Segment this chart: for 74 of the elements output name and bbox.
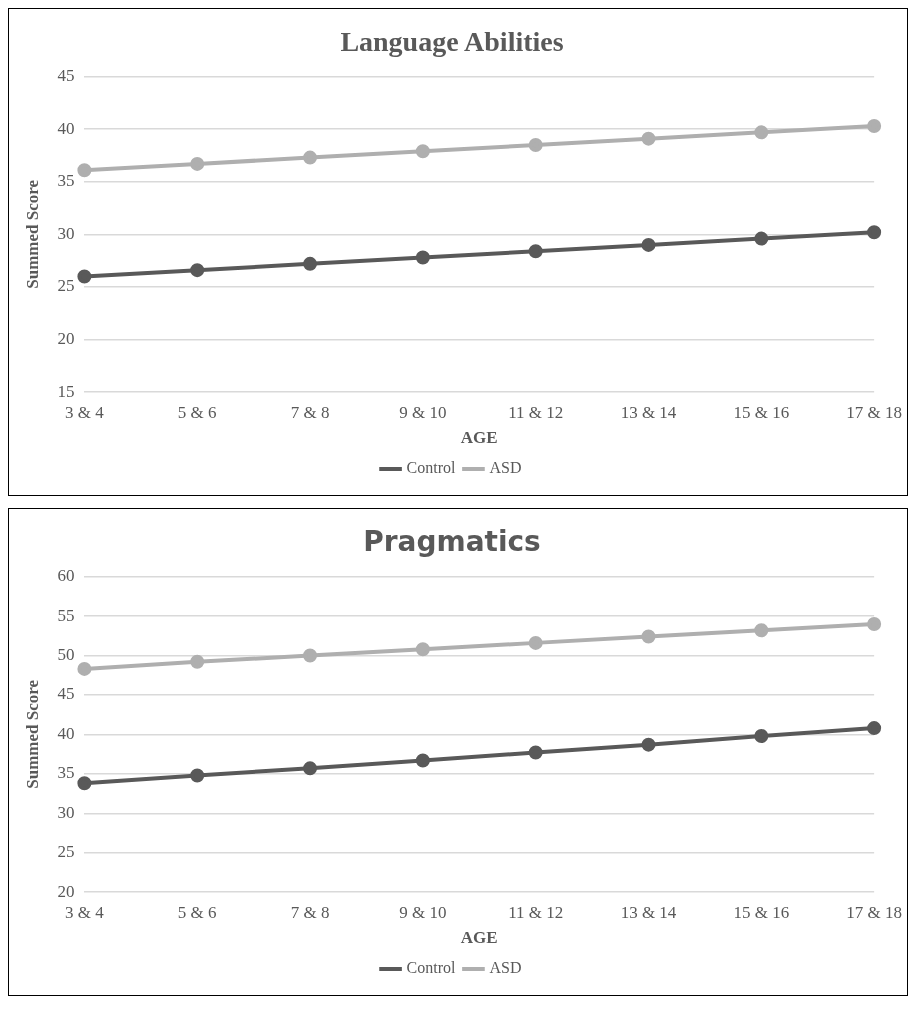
y-tick-label: 50 xyxy=(57,644,75,664)
x-tick-label: 3 & 4 xyxy=(65,902,105,922)
point xyxy=(303,256,318,271)
y-tick-label: 40 xyxy=(57,118,75,138)
y-tick-label: 55 xyxy=(57,605,75,625)
y-tick-label: 25 xyxy=(57,842,75,862)
legend-label: ASD xyxy=(489,459,522,477)
point xyxy=(303,648,318,663)
x-tick-label: 3 & 4 xyxy=(65,402,105,422)
y-tick-label: 30 xyxy=(57,802,75,822)
point xyxy=(867,721,882,736)
x-tick-label: 11 & 12 xyxy=(508,902,564,922)
y-tick-label: 45 xyxy=(57,684,75,704)
y-tick-label: 40 xyxy=(57,723,75,743)
point xyxy=(415,753,430,768)
point xyxy=(528,745,543,760)
point xyxy=(754,623,769,638)
point xyxy=(528,635,543,650)
point xyxy=(303,761,318,776)
x-tick-label: 9 & 10 xyxy=(399,902,447,922)
point xyxy=(754,728,769,743)
point xyxy=(303,150,318,165)
x-tick-label: 5 & 6 xyxy=(177,902,217,922)
point xyxy=(190,768,205,783)
x-tick-label: 15 & 16 xyxy=(733,402,790,422)
y-tick-label: 30 xyxy=(57,223,75,243)
point xyxy=(867,225,882,240)
legend-label: ASD xyxy=(489,959,522,977)
x-tick-label: 13 & 14 xyxy=(620,902,677,922)
y-tick-label: 20 xyxy=(57,881,75,901)
chart-title: Language Abilities xyxy=(340,26,564,58)
legend-label: Control xyxy=(406,959,456,977)
y-tick-label: 35 xyxy=(57,171,75,191)
x-axis-title: AGE xyxy=(460,928,498,948)
point xyxy=(528,244,543,259)
point xyxy=(77,269,92,284)
y-tick-label: 35 xyxy=(57,763,75,783)
point xyxy=(641,131,656,146)
x-tick-label: 15 & 16 xyxy=(733,902,790,922)
point xyxy=(641,737,656,752)
point xyxy=(754,125,769,140)
y-tick-label: 45 xyxy=(57,66,75,86)
y-tick-label: 20 xyxy=(57,329,75,349)
x-tick-label: 13 & 14 xyxy=(620,402,677,422)
x-tick-label: 17 & 18 xyxy=(846,402,903,422)
point xyxy=(867,616,882,631)
x-tick-label: 7 & 8 xyxy=(290,902,330,922)
x-tick-label: 11 & 12 xyxy=(508,402,564,422)
x-tick-label: 9 & 10 xyxy=(399,402,447,422)
y-axis-title: Summed Score xyxy=(22,679,42,789)
x-tick-label: 5 & 6 xyxy=(177,402,217,422)
point xyxy=(641,237,656,252)
y-axis-title: Summed Score xyxy=(22,179,42,289)
point xyxy=(77,776,92,791)
y-tick-label: 60 xyxy=(57,566,75,586)
point xyxy=(415,250,430,265)
x-axis-title: AGE xyxy=(460,428,498,448)
point xyxy=(641,629,656,644)
point xyxy=(867,119,882,134)
point xyxy=(190,156,205,171)
x-tick-label: 17 & 18 xyxy=(846,902,903,922)
chart-title: Pragmatics xyxy=(363,525,541,559)
y-tick-label: 15 xyxy=(57,381,75,401)
point xyxy=(190,654,205,669)
x-tick-label: 7 & 8 xyxy=(290,402,330,422)
point xyxy=(77,661,92,676)
y-tick-label: 25 xyxy=(57,276,75,296)
point xyxy=(754,231,769,246)
point xyxy=(415,642,430,657)
point xyxy=(415,144,430,159)
point xyxy=(190,263,205,278)
legend-label: Control xyxy=(406,459,456,477)
point xyxy=(77,163,92,178)
point xyxy=(528,137,543,152)
